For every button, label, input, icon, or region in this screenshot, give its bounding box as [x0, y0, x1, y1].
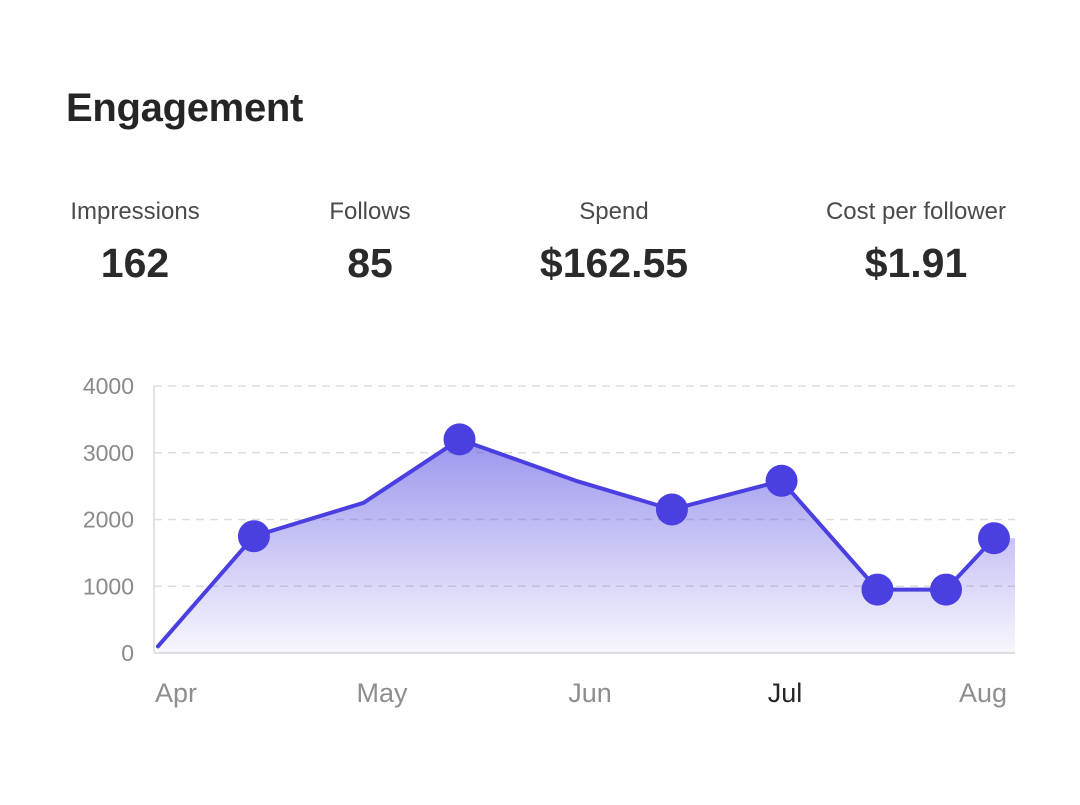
page-title: Engagement: [66, 86, 304, 130]
data-point: [765, 464, 798, 497]
y-tick-label: 1000: [83, 573, 134, 599]
stat-label: Spend: [579, 198, 649, 225]
x-tick-label: May: [356, 678, 408, 708]
stat-follows: Follows 85: [320, 198, 420, 287]
stat-label: Impressions: [70, 198, 200, 225]
y-tick-label: 2000: [83, 507, 134, 533]
stat-value: 162: [100, 240, 170, 286]
data-point: [978, 522, 1010, 555]
stat-impressions: Impressions 162: [66, 198, 204, 287]
y-tick-label: 4000: [83, 373, 134, 399]
series-line: [156, 437, 996, 649]
data-point: [443, 423, 476, 456]
stat-label: Cost per follower: [825, 198, 1007, 225]
stat-cost-per-follower: Cost per follower $1.91: [816, 198, 1016, 287]
stat-value: $1.91: [864, 240, 968, 286]
y-tick-label: 0: [121, 640, 134, 666]
x-tick-label: Aug: [959, 678, 1007, 708]
data-point: [655, 493, 688, 526]
x-tick-label: Jun: [568, 678, 612, 708]
x-tick-label: Jul: [768, 678, 803, 708]
series-area: [158, 439, 1015, 653]
x-tick-label: Apr: [155, 678, 197, 708]
stat-value: $162.55: [539, 240, 689, 286]
y-tick-label: 3000: [83, 440, 134, 466]
stat-label: Follows: [329, 198, 411, 225]
data-point: [237, 520, 270, 553]
data-point: [930, 573, 963, 606]
stat-value: 85: [347, 240, 393, 286]
data-point: [861, 573, 894, 606]
stat-spend: Spend $162.55: [532, 198, 696, 287]
